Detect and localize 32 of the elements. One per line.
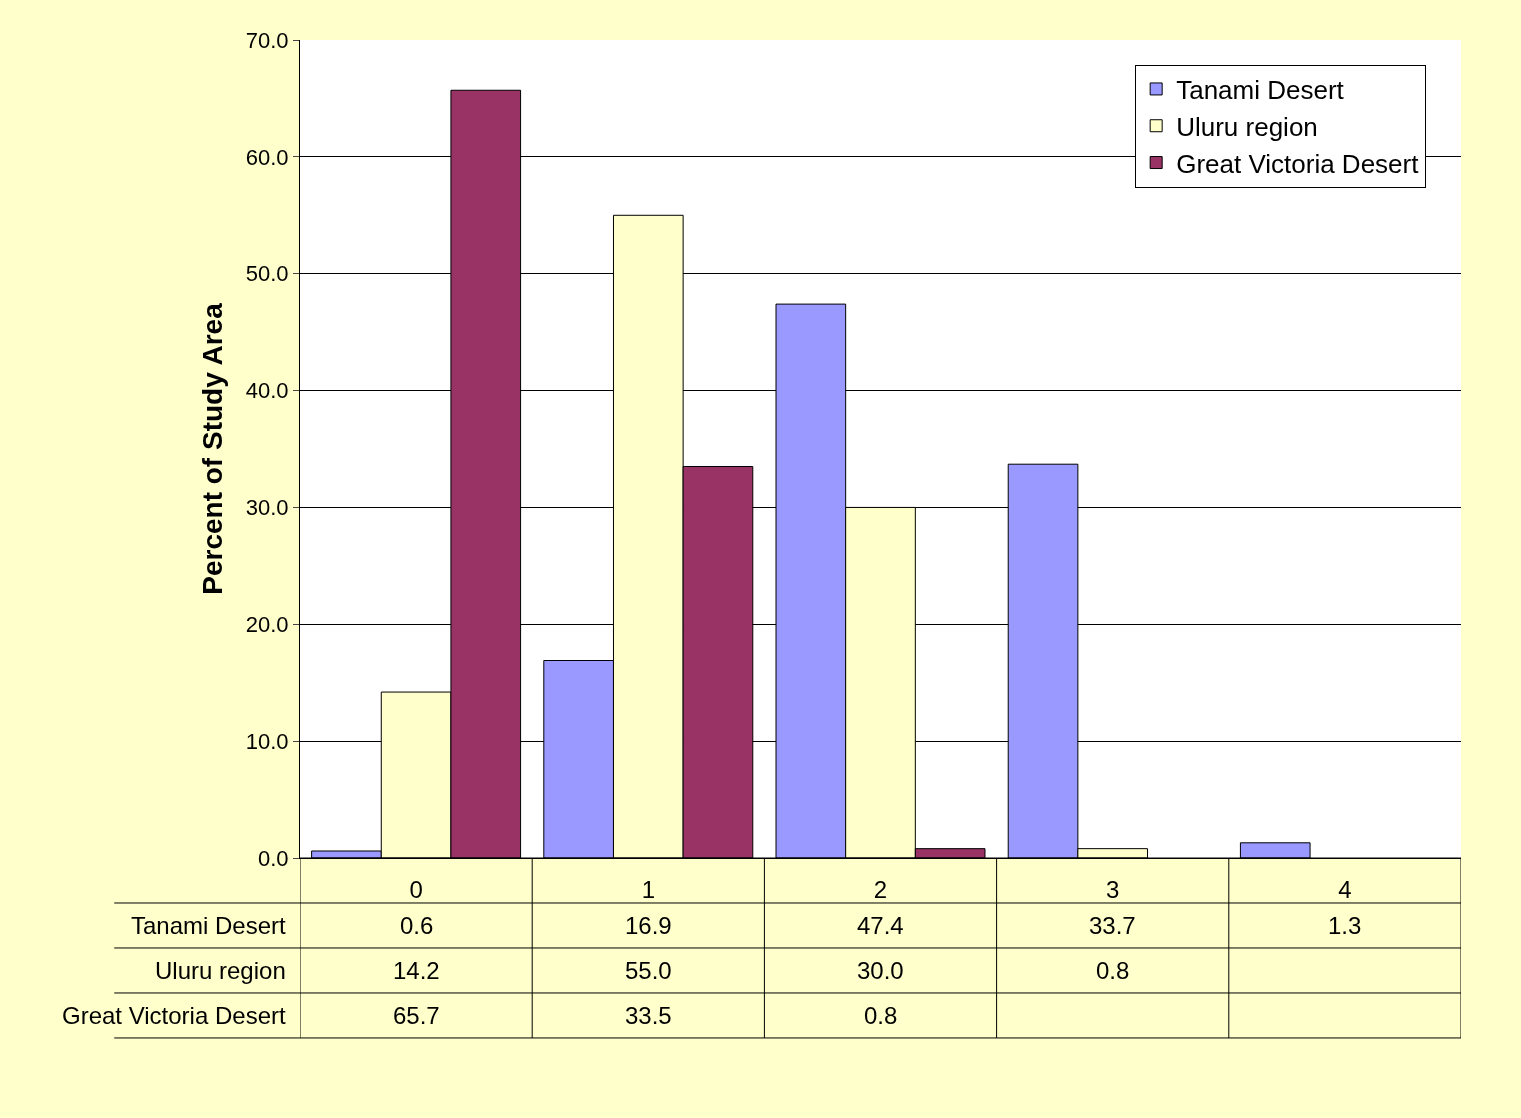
y-tick-label: 20.0 [245, 611, 289, 637]
data-label: 0.8 [864, 1002, 898, 1029]
y-tick-label: 30.0 [245, 495, 289, 521]
x-tick-label: 2 [873, 875, 888, 903]
text: Great Victoria Desert [62, 1002, 286, 1029]
x-tick-label: 4 [1338, 875, 1352, 903]
x-tick-label: 3 [1106, 875, 1120, 903]
data-label: 0.6 [400, 912, 434, 939]
data-label: 65.7 [393, 1002, 440, 1029]
legend-label: Uluru region [1176, 111, 1318, 142]
legend-label: Great Victoria Desert [1176, 148, 1420, 179]
text: Uluru region [155, 957, 286, 984]
legend-label: Tanami Desert [1176, 75, 1345, 106]
y-axis-title: Percent of Study Area [197, 302, 229, 595]
data-label: 55.0 [625, 957, 672, 984]
text: Tanami Desert [131, 912, 286, 939]
data-label: 33.5 [625, 1002, 672, 1029]
data-label: 30.0 [857, 957, 904, 984]
data-label: 33.7 [1089, 912, 1136, 939]
data-label: 47.4 [857, 912, 904, 939]
data-label: 0.8 [1096, 957, 1130, 984]
data-label: 14.2 [393, 957, 440, 984]
y-tick-label: 60.0 [245, 144, 289, 170]
data-label: 1.3 [1328, 912, 1362, 939]
y-tick-label: 70.0 [245, 27, 289, 53]
data-label: 16.9 [625, 912, 672, 939]
x-tick-label: 1 [641, 875, 655, 903]
y-tick-label: 10.0 [245, 728, 289, 754]
y-tick-label: 50.0 [245, 261, 289, 287]
y-tick-label: 40.0 [245, 378, 289, 404]
x-tick-label: 0 [409, 875, 423, 903]
y-tick-label: 0.0 [258, 845, 289, 871]
